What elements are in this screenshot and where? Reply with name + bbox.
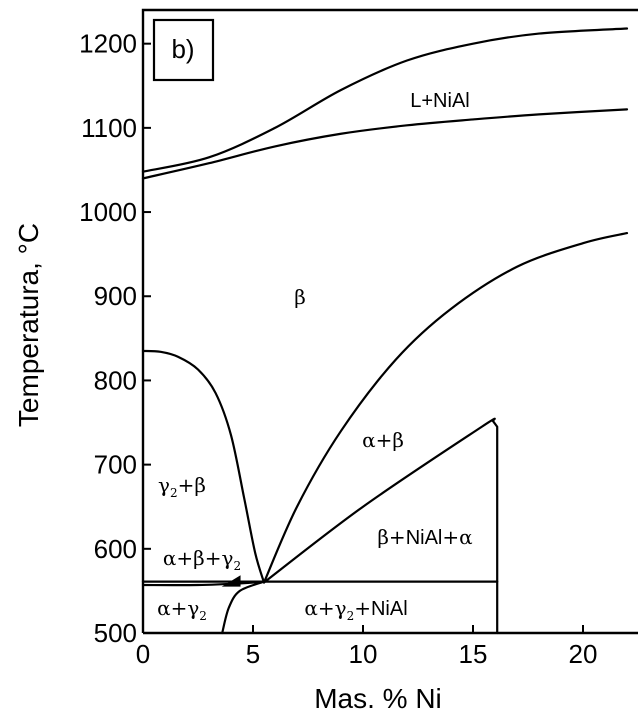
y-tick-label-700: 700 — [94, 450, 137, 480]
panel-label-box: b) — [152, 18, 215, 82]
y-tick-label-900: 900 — [94, 281, 137, 311]
y-axis-title: Temperatura, °C — [13, 223, 44, 427]
x-tick-label-20: 20 — [569, 639, 598, 669]
y-tick-label-500: 500 — [94, 618, 137, 648]
region-label-l-nial: L+NiAl — [410, 90, 469, 112]
region-label-gamma2-beta: γ2+β — [158, 473, 206, 500]
phase-boundary-2 — [141, 349, 266, 584]
region-label-alpha-gamma2: α+γ2 — [157, 596, 207, 623]
x-tick-label-5: 5 — [246, 639, 260, 669]
region-label-alpha-beta: α+β — [362, 428, 404, 452]
x-axis-title: Mas. % Ni — [314, 683, 442, 714]
y-tick-label-600: 600 — [94, 534, 137, 564]
phase-boundary-6 — [141, 580, 266, 587]
plot-content: 500 600 700 800 900 1000 1100 1200 0 5 10 15 20 — [79, 8, 638, 669]
region-label-beta: β — [294, 285, 306, 309]
panel-label-frame — [152, 18, 215, 82]
axis-frame-left-top — [141, 8, 638, 633]
phase-boundary-4 — [262, 417, 499, 635]
x-tick-label-0: 0 — [136, 639, 150, 669]
x-tick-label-15: 15 — [459, 639, 488, 669]
phase-boundary-3 — [262, 232, 629, 584]
region-label-beta-nial-alpha: β+NiAl+α — [377, 525, 472, 549]
x-tick-label-10: 10 — [349, 639, 378, 669]
phase-boundary-0 — [141, 27, 629, 173]
region-labels: L+NiAl β α+β β+NiAl+α γ2+β α+β+γ2 α+γ2 α… — [157, 90, 473, 623]
panel-label: b) — [171, 34, 194, 64]
y-tick-label-1000: 1000 — [79, 197, 137, 227]
y-tick-label-1100: 1100 — [81, 113, 137, 143]
phase-wedge-marker — [221, 575, 241, 587]
region-label-alpha-gamma2-nial: α+γ2+NiAl — [304, 596, 407, 623]
y-tick-label-1200: 1200 — [79, 29, 137, 59]
y-tick-label-800: 800 — [94, 365, 137, 395]
phase-boundary-7 — [221, 580, 266, 635]
region-label-alpha-beta-gamma2: α+β+γ2 — [163, 546, 241, 573]
phase-boundary-1 — [141, 108, 629, 180]
